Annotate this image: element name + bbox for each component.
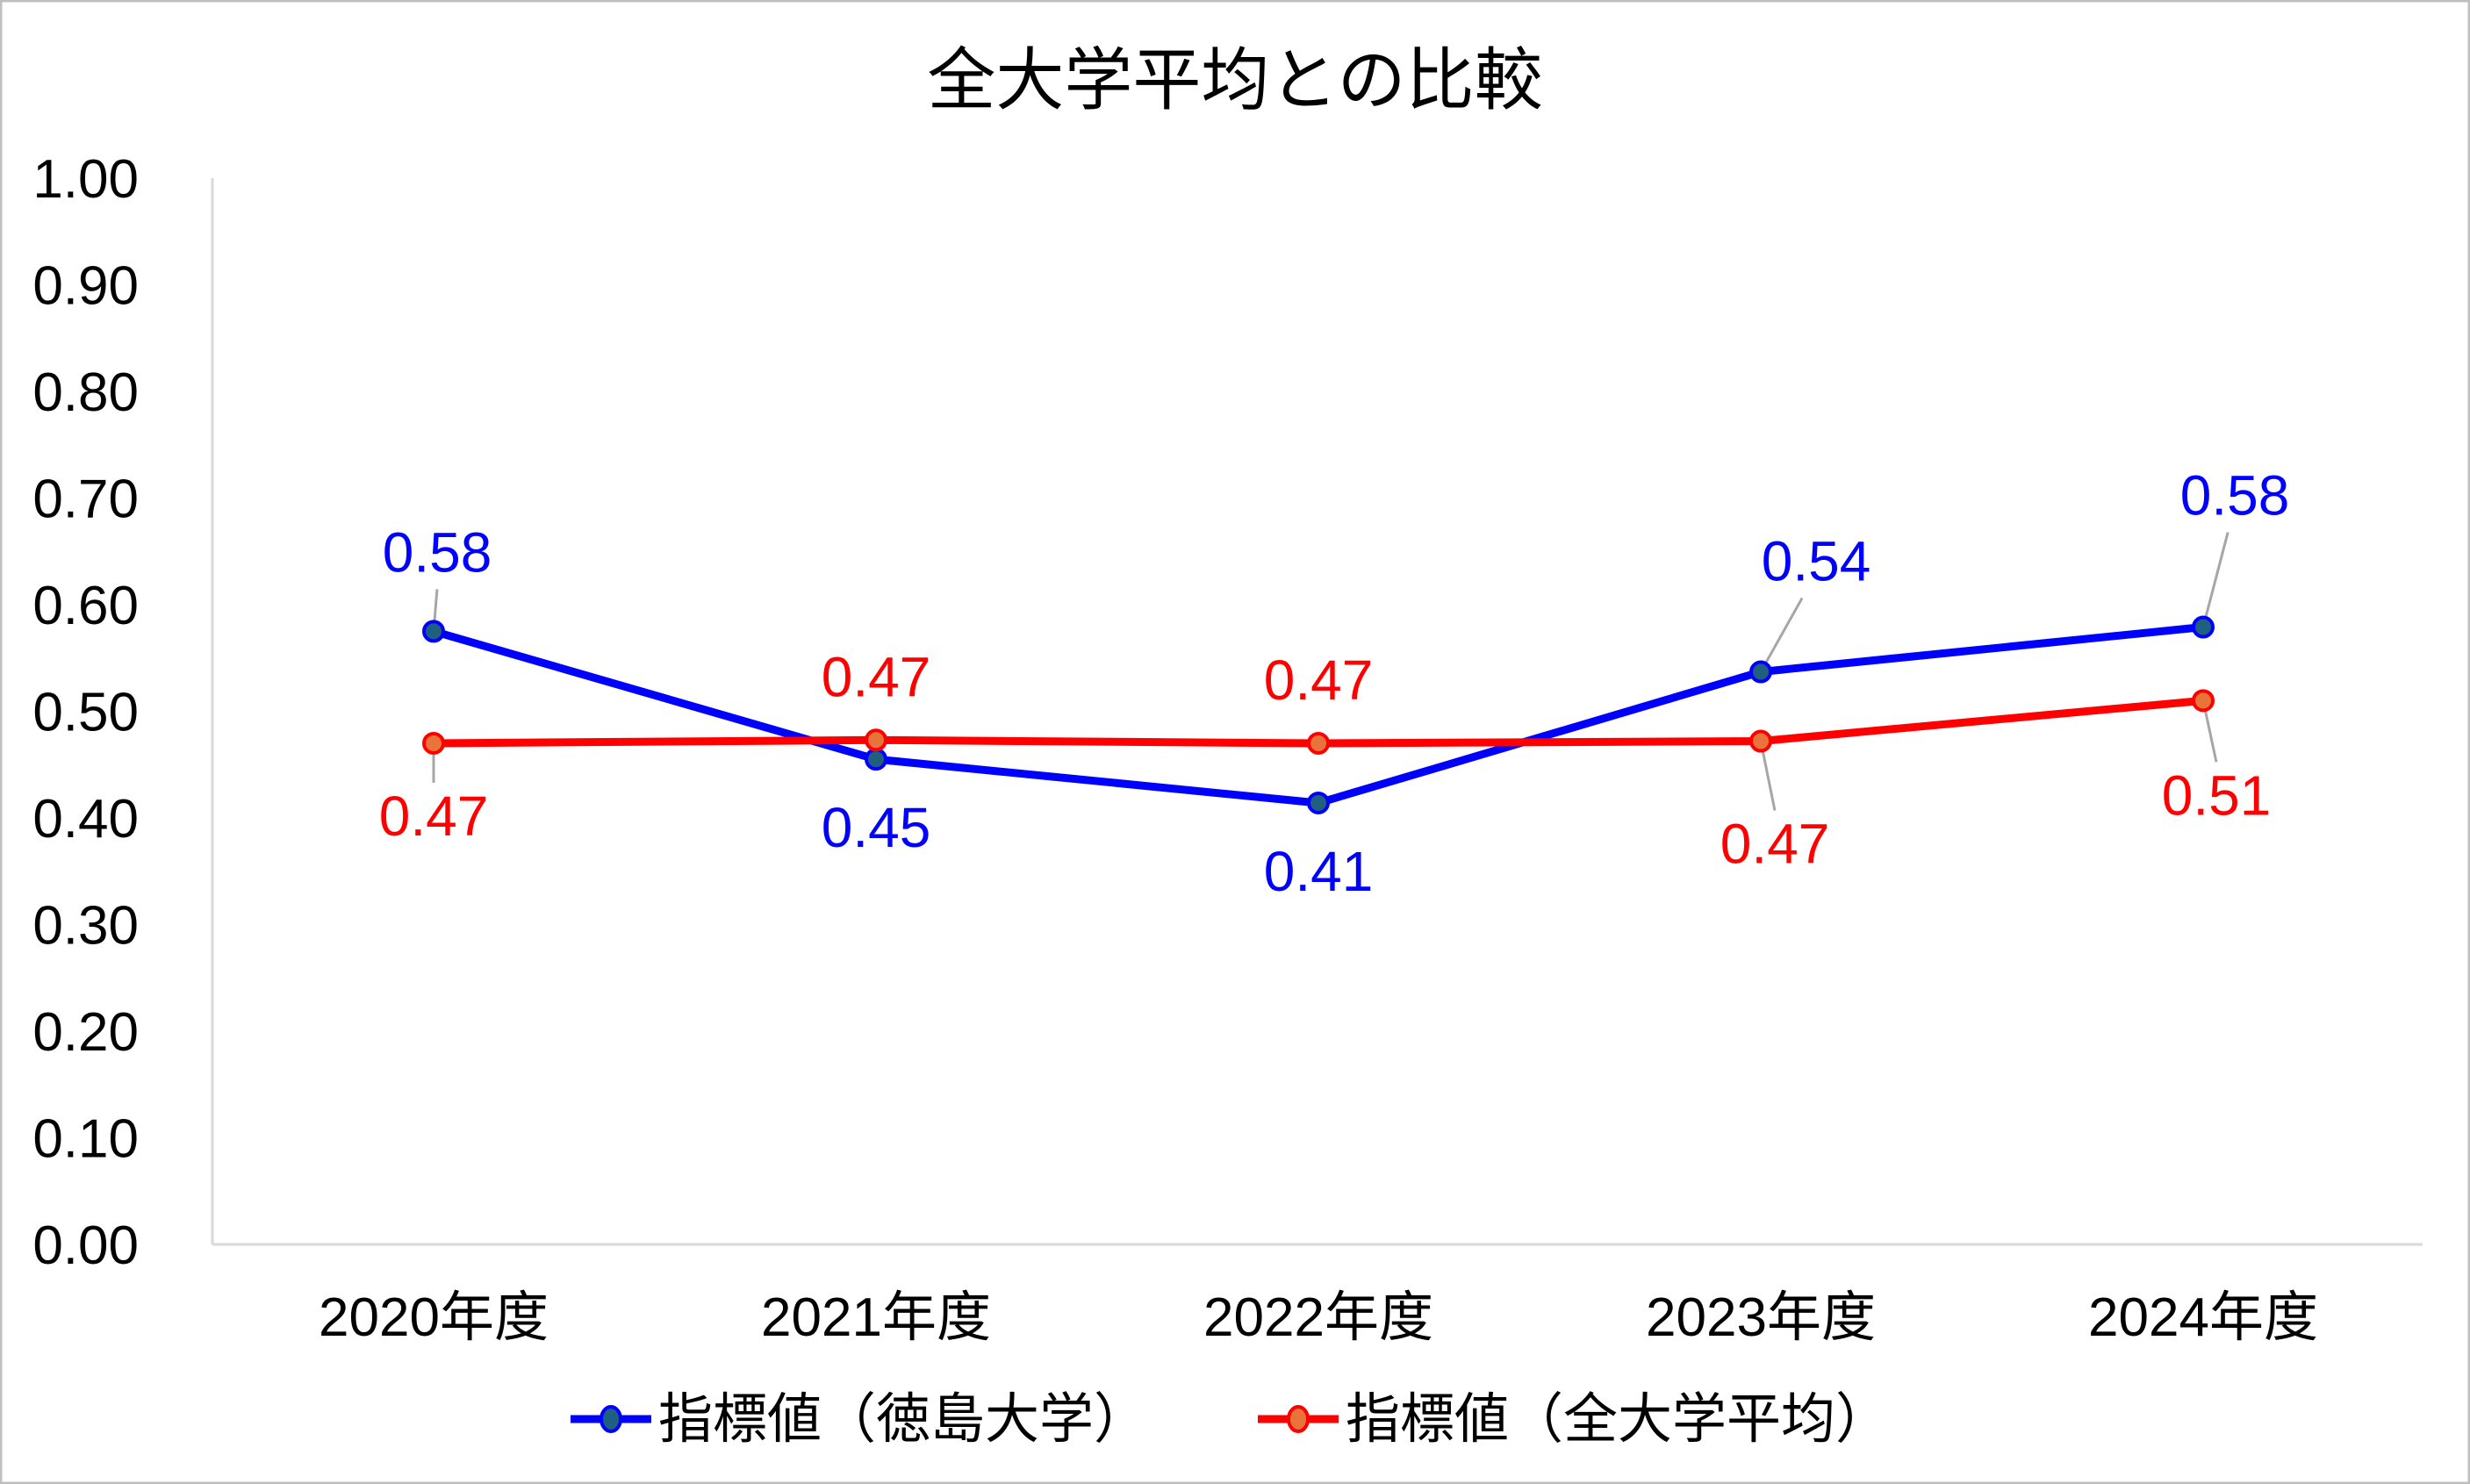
y-tick-label: 0.80 bbox=[32, 362, 139, 423]
series-1: 0.47 0.47 0.47 0.47 0.51 bbox=[379, 645, 2272, 875]
y-tick-label: 0.70 bbox=[32, 470, 139, 530]
leader-line bbox=[1759, 741, 1777, 811]
data-label: 0.47 bbox=[379, 785, 489, 848]
y-tick-label: 1.00 bbox=[32, 149, 139, 210]
y-tick-label: 0.10 bbox=[32, 1109, 139, 1170]
x-tick-label: 2023年度 bbox=[1646, 1287, 1876, 1348]
y-tick-label: 0.60 bbox=[32, 576, 139, 636]
leader-line bbox=[1759, 597, 1804, 673]
data-label: 0.47 bbox=[1720, 813, 1830, 876]
data-label: 0.47 bbox=[822, 645, 931, 708]
data-label: 0.58 bbox=[383, 520, 492, 584]
legend-label-tokushima: 指標値（徳島大学） bbox=[658, 1389, 1148, 1450]
x-tick-label: 2024年度 bbox=[2088, 1287, 2318, 1348]
x-tick-label: 2022年度 bbox=[1203, 1287, 1433, 1348]
data-point bbox=[1749, 729, 1772, 753]
data-point bbox=[2192, 615, 2215, 639]
data-label: 0.54 bbox=[1762, 530, 1871, 593]
y-tick-label: 0.30 bbox=[32, 896, 139, 957]
x-tick-label: 2020年度 bbox=[319, 1287, 549, 1348]
x-tick-label: 2021年度 bbox=[761, 1287, 991, 1348]
y-tick-label: 0.40 bbox=[32, 789, 139, 850]
data-label: 0.47 bbox=[1264, 649, 1374, 712]
data-label: 0.41 bbox=[1264, 840, 1374, 903]
y-tick-label: 0.00 bbox=[32, 1215, 139, 1276]
data-point bbox=[422, 620, 445, 643]
data-point bbox=[865, 748, 887, 771]
data-point bbox=[865, 728, 887, 752]
data-point bbox=[2192, 689, 2215, 713]
data-point bbox=[1307, 791, 1330, 814]
data-point bbox=[1307, 731, 1330, 755]
legend-label-average: 指標値（全大学平均） bbox=[1346, 1389, 1890, 1450]
y-tick-label: 0.50 bbox=[32, 683, 139, 743]
data-point bbox=[1749, 660, 1772, 684]
data-point bbox=[422, 731, 445, 755]
data-label: 0.45 bbox=[822, 796, 931, 859]
y-tick-label: 0.20 bbox=[32, 1002, 139, 1063]
legend-marker-average bbox=[1287, 1405, 1310, 1433]
leader-line bbox=[2201, 532, 2229, 627]
data-label: 0.58 bbox=[2180, 464, 2290, 527]
data-label: 0.51 bbox=[2162, 764, 2272, 827]
series-0: 0.58 0.45 0.41 0.54 0.58 bbox=[383, 464, 2290, 903]
legend: 指標値（徳島大学） 指標値（全大学平均） bbox=[571, 1389, 1890, 1450]
y-tick-label: 0.90 bbox=[32, 256, 139, 317]
chart-title: 全大学平均との比較 bbox=[927, 41, 1542, 118]
legend-marker-tokushima bbox=[600, 1405, 622, 1433]
